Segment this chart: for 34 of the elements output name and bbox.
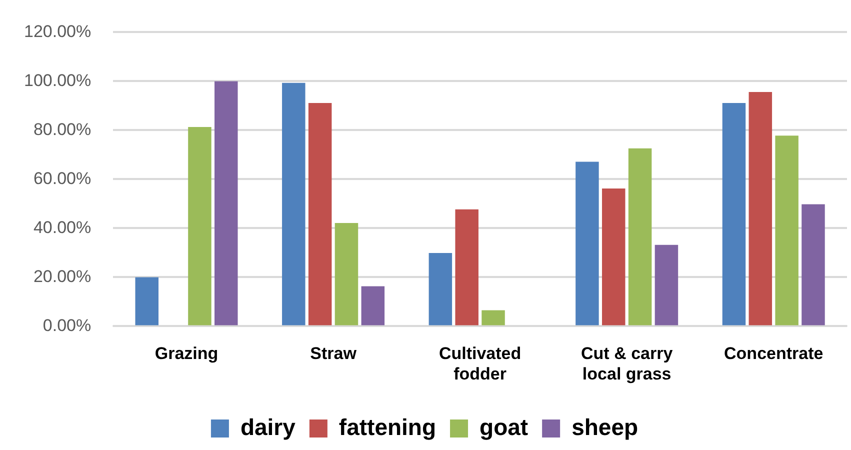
y-tick-label: 60.00%	[33, 168, 92, 188]
x-tick-label: Cultivated fodder	[438, 344, 522, 384]
y-tick-label: 100.00%	[24, 70, 92, 90]
bar	[188, 127, 212, 326]
bar	[748, 92, 772, 326]
bar	[214, 81, 238, 326]
bar	[282, 82, 306, 326]
bar	[135, 277, 158, 326]
y-tick-label: 20.00%	[33, 266, 92, 286]
y-tick-label: 120.00%	[24, 22, 92, 41]
legend-label: sheep	[572, 414, 638, 440]
legend-label: dairy	[240, 414, 296, 440]
y-tick-label: 0.00%	[42, 316, 92, 335]
x-tick-label: Grazing	[154, 344, 218, 364]
legend-label: goat	[480, 414, 528, 440]
bar	[455, 209, 478, 326]
bar	[428, 252, 452, 326]
x-tick-label: Cut & carry local grass	[581, 344, 674, 384]
y-tick-label: 80.00%	[33, 120, 92, 139]
bar	[576, 162, 599, 326]
bar	[802, 204, 825, 326]
bar	[722, 103, 746, 326]
bar	[482, 310, 505, 326]
bar	[654, 244, 678, 326]
bar	[308, 103, 332, 326]
x-tick-label: Concentrate	[724, 344, 824, 364]
legend-label: fattening	[338, 414, 436, 440]
bar	[628, 148, 652, 326]
bar	[334, 223, 358, 326]
bar	[361, 286, 385, 326]
y-tick-label: 40.00%	[33, 218, 92, 237]
bar	[775, 136, 798, 326]
bar	[602, 188, 626, 326]
x-tick-label: Straw	[310, 344, 358, 364]
